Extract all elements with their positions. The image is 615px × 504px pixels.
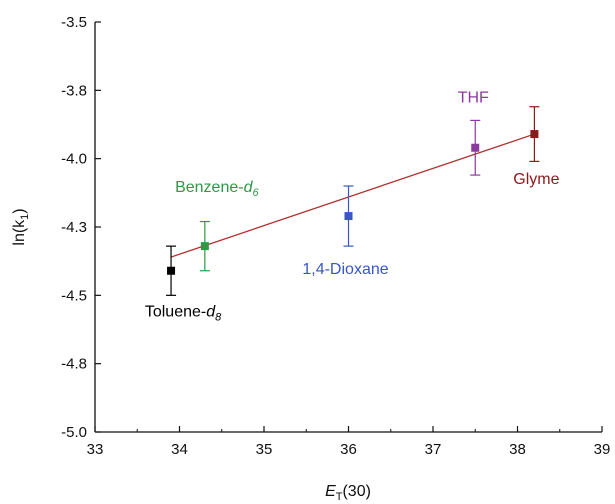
y-tick-label: -4.3 [61,219,87,236]
y-axis-label: ln(k1) [11,208,31,245]
x-tick-label: 36 [340,441,357,458]
y-tick-label: -3.8 [61,82,87,99]
x-tick-label: 35 [256,441,273,458]
point-label-text: Benzene- [175,179,244,196]
point-label-text: Toluene- [145,304,206,321]
data-point-group: THF [458,90,489,176]
fit-line [170,133,535,258]
data-point-group: Glyme [513,106,560,188]
y-tick-label: -4.0 [61,151,87,168]
y-tick-label: -4.8 [61,356,87,373]
data-point-group: 1,4-Dioxane [302,185,389,278]
data-point-marker [471,143,480,152]
x-tick-label: 37 [425,441,442,458]
point-label-text: 1,4-Dioxane [302,261,388,278]
data-point-group: Benzene-d6 [175,179,259,272]
point-label: Glyme [513,171,559,188]
data-point-group: Toluene-d8 [145,245,222,324]
y-axis-label-main: ln(k [11,219,28,246]
data-point-marker [200,242,209,251]
data-point-marker [344,212,353,221]
y-tick-label: -4.5 [61,287,87,304]
point-label: THF [458,90,489,107]
point-label-subscript-number: 8 [215,312,222,324]
x-tick-label: 34 [171,441,188,458]
x-axis-label-tail: (30) [342,483,370,500]
y-axis-label-tail: ) [11,208,28,213]
y-tick-label: -5.0 [61,424,87,441]
x-tick-label: 38 [509,441,526,458]
point-label-subscript-number: 6 [252,187,259,199]
point-label: Toluene-d8 [145,304,222,324]
x-tick-label: 39 [594,441,611,458]
point-label: 1,4-Dioxane [302,261,388,278]
point-label-text: Glyme [513,171,559,188]
point-label-text: THF [458,90,489,107]
point-label: Benzene-d6 [175,179,259,199]
point-label-subscript: d [206,304,216,321]
data-point-marker [167,266,176,275]
x-axis-label-main: E [325,483,336,500]
data-point-marker [530,130,539,139]
point-label-subscript: d [244,179,254,196]
ticks: 33 34 35 36 37 38 39 -3.5 -3.8 -4.0 -4.3 -4.5 -4.8 -5… [61,14,610,458]
y-tick-label: -3.5 [61,14,87,31]
fit-line-group [170,133,535,258]
x-axis-label: ET(30) [325,483,371,503]
x-axis-label-sub: T [336,491,343,503]
x-tick-label: 33 [87,441,104,458]
y-axis-label-sub: 1 [19,214,31,220]
